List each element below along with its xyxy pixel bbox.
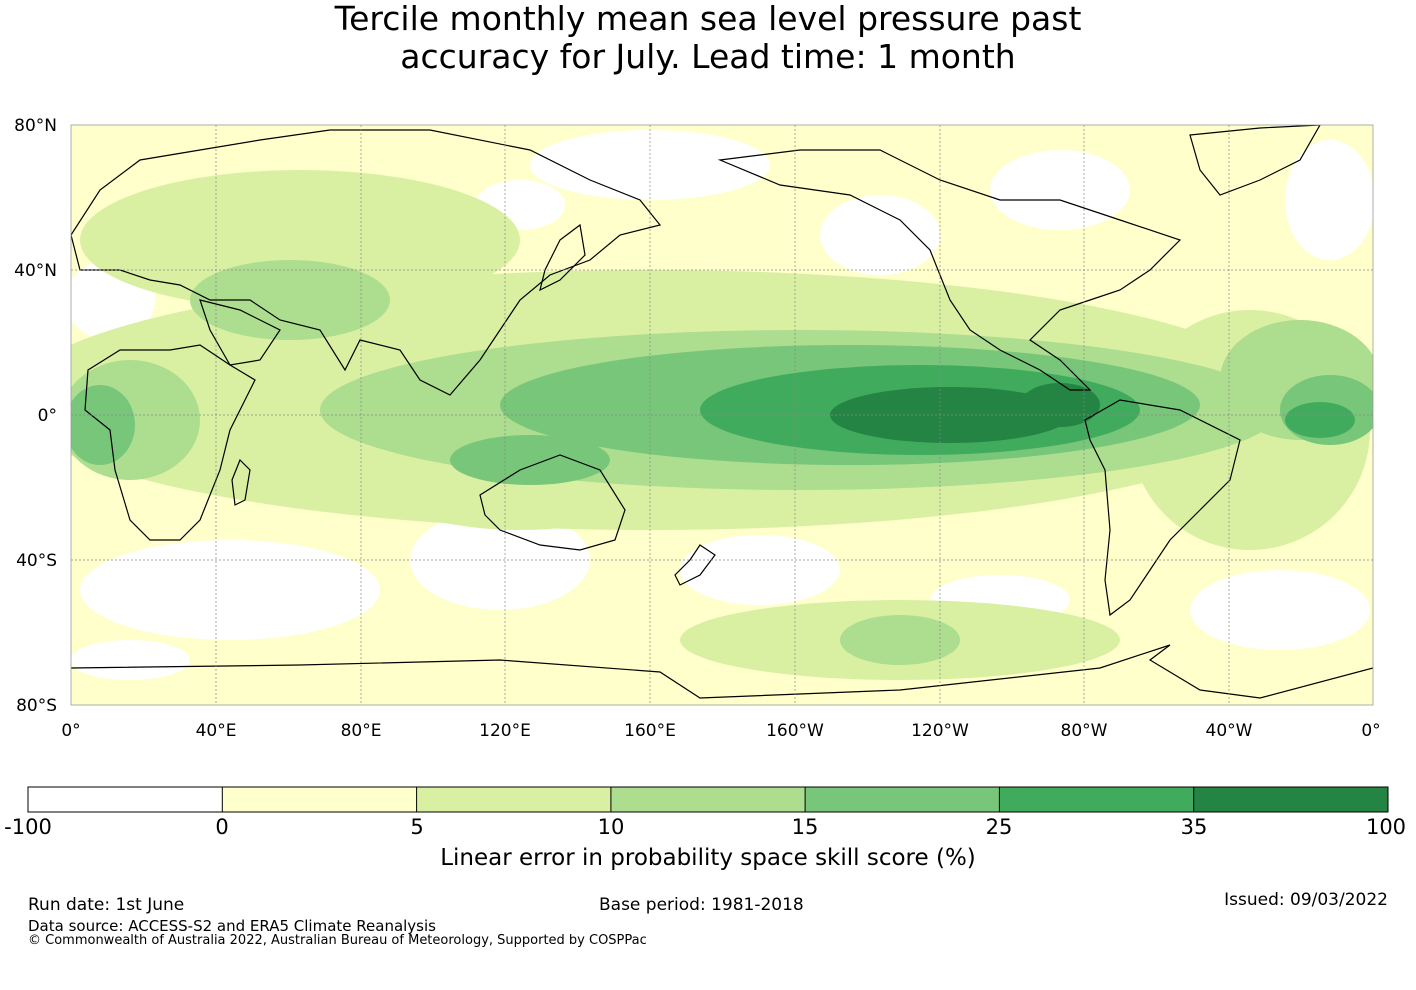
- colorbar-tick: 0: [215, 815, 229, 839]
- colorbar-tick: 25: [985, 815, 1013, 839]
- lon-label: 160°E: [624, 721, 676, 741]
- lat-label: 80°N: [14, 116, 57, 136]
- colorbar-tick: 100: [1365, 815, 1407, 839]
- colorbar-segment: [1193, 787, 1388, 812]
- lon-label: 0°: [61, 721, 80, 741]
- lon-label: 0°: [1361, 721, 1380, 741]
- colorbar-segment: [610, 787, 806, 812]
- lon-label: 160°W: [766, 721, 824, 741]
- lon-label: 120°E: [479, 721, 531, 741]
- colorbar-segment: [805, 787, 1000, 812]
- data-source: Data source: ACCESS-S2 and ERA5 Climate …: [28, 917, 436, 935]
- lon-label: 120°W: [911, 721, 969, 741]
- colorbar-tick: -100: [4, 815, 52, 839]
- run-date: Run date: 1st June: [28, 895, 185, 915]
- title-line-1: Tercile monthly mean sea level pressure …: [334, 0, 1082, 38]
- lat-label: 80°S: [16, 696, 57, 716]
- lat-label: 0°: [38, 406, 57, 426]
- lat-label: 40°N: [14, 261, 57, 281]
- colorbar-dividers: [221, 787, 1195, 812]
- colorbar-tick: 15: [791, 815, 819, 839]
- lat-label: 40°S: [16, 551, 57, 571]
- latitude-labels: 80°N 40°N 0° 40°S 80°S: [14, 116, 57, 716]
- copyright: © Commonwealth of Australia 2022, Austra…: [28, 933, 647, 948]
- colorbar-tick: 5: [410, 815, 424, 839]
- colorbar-label: Linear error in probability space skill …: [440, 845, 976, 871]
- longitude-labels: 0° 40°E 80°E 120°E 160°E 160°W 120°W 80°…: [61, 721, 1380, 741]
- colorbar-segment: [28, 787, 223, 812]
- colorbar-segment: [416, 787, 611, 812]
- colorbar-tick: 10: [597, 815, 625, 839]
- lon-label: 40°E: [196, 721, 237, 741]
- map-frame: [70, 124, 1374, 706]
- colorbar-outline: [27, 786, 1389, 813]
- negative-skill-regions: [71, 130, 1373, 680]
- map-title: Tercile monthly mean sea level pressure …: [0, 0, 1416, 76]
- colorbar-segment: [222, 787, 417, 812]
- colorbar-tick: 35: [1180, 815, 1208, 839]
- title-line-2: accuracy for July. Lead time: 1 month: [400, 37, 1016, 76]
- issued-date: Issued: 09/03/2022: [1224, 890, 1388, 910]
- skill-35-100-regions: [830, 383, 1100, 443]
- base-period: Base period: 1981-2018: [599, 895, 804, 915]
- lon-label: 80°E: [341, 721, 382, 741]
- lon-label: 40°W: [1206, 721, 1253, 741]
- lon-label: 80°W: [1061, 721, 1108, 741]
- coastlines: [71, 125, 1373, 699]
- graticule: [71, 125, 1373, 705]
- colorbar-segment: [999, 787, 1194, 812]
- colorbar: [27, 786, 1389, 813]
